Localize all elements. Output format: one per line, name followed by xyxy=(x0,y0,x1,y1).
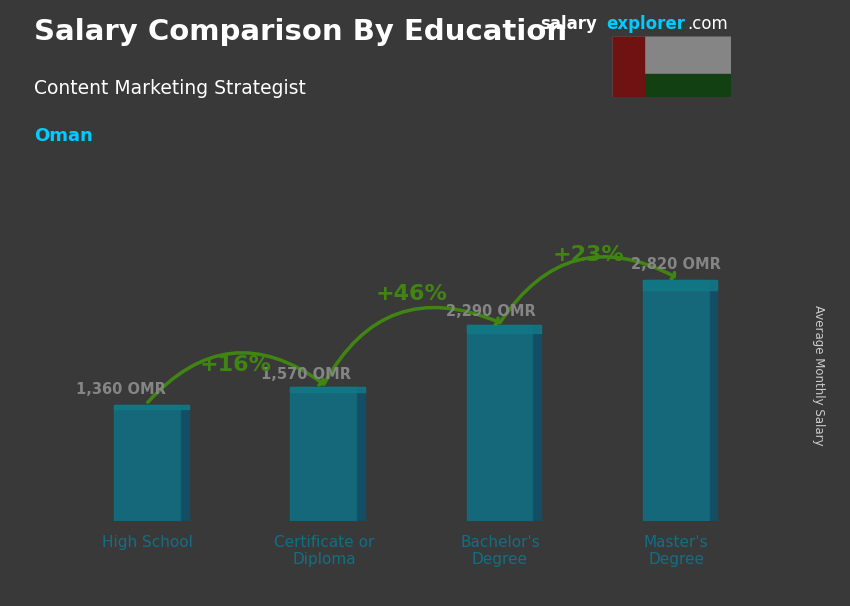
Text: 2,290 OMR: 2,290 OMR xyxy=(446,304,536,319)
Text: Salary Comparison By Education: Salary Comparison By Education xyxy=(34,18,567,46)
Text: +16%: +16% xyxy=(200,356,272,376)
Bar xyxy=(467,325,541,333)
Bar xyxy=(115,405,181,521)
Text: 1,570 OMR: 1,570 OMR xyxy=(261,367,351,382)
Bar xyxy=(643,280,710,521)
Bar xyxy=(612,75,731,97)
Text: +23%: +23% xyxy=(552,245,624,265)
Bar xyxy=(612,36,643,67)
Text: salary: salary xyxy=(540,15,597,33)
Text: explorer: explorer xyxy=(606,15,685,33)
Bar xyxy=(115,405,190,410)
Bar xyxy=(181,405,190,521)
Text: Content Marketing Strategist: Content Marketing Strategist xyxy=(34,79,306,98)
Bar xyxy=(612,67,643,97)
Bar xyxy=(534,325,541,521)
Bar xyxy=(291,387,357,521)
Text: +46%: +46% xyxy=(376,284,448,304)
Bar xyxy=(467,325,534,521)
Bar xyxy=(357,387,366,521)
Text: 1,360 OMR: 1,360 OMR xyxy=(76,382,167,397)
Bar xyxy=(710,280,717,521)
Bar xyxy=(612,36,731,67)
Bar xyxy=(291,387,366,392)
Text: Average Monthly Salary: Average Monthly Salary xyxy=(812,305,824,446)
Text: Oman: Oman xyxy=(34,127,93,145)
Bar xyxy=(643,280,717,290)
Text: 2,820 OMR: 2,820 OMR xyxy=(631,257,721,272)
Text: .com: .com xyxy=(687,15,728,33)
